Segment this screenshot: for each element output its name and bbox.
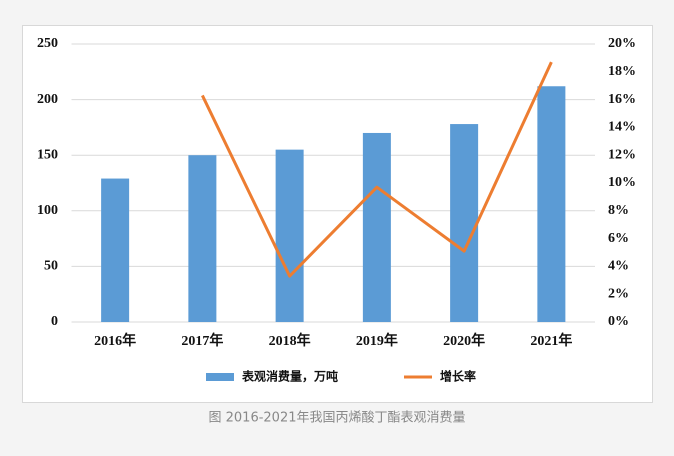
y2-tick-label: 10% (608, 175, 636, 190)
y2-tick-label: 6% (608, 231, 629, 246)
caption: 图 2016-2021年我国丙烯酸丁酯表观消费量 (209, 411, 466, 426)
y2-tick-label: 0% (608, 314, 629, 329)
y-tick-label: 250 (37, 36, 58, 51)
bar (362, 132, 391, 322)
bar (188, 155, 217, 322)
y2-tick-label: 20% (608, 36, 636, 51)
y2-tick-label: 14% (608, 120, 636, 135)
x-tick-label: 2016年 (94, 332, 136, 349)
bar (101, 178, 130, 322)
bar (450, 124, 479, 323)
y2-tick-label: 4% (608, 259, 629, 274)
y2-tick-label: 12% (608, 147, 636, 162)
x-tick-label: 2020年 (443, 332, 485, 349)
line (201, 61, 553, 278)
legend-label: 增长率 (440, 369, 476, 384)
x-tick-label: 2017年 (181, 332, 223, 349)
y-tick-label: 200 (37, 92, 58, 107)
legend-swatch (206, 373, 234, 381)
y-tick-label: 100 (37, 203, 58, 218)
x-tick-label: 2019年 (356, 332, 398, 349)
legend-label: 表观消费量，万吨 (241, 369, 338, 384)
y-tick-label: 0 (51, 314, 58, 329)
x-tick-label: 2018年 (269, 332, 311, 349)
y2-tick-label: 2% (608, 286, 629, 301)
y2-tick-label: 8% (608, 203, 629, 218)
y2-tick-label: 18% (608, 64, 636, 79)
x-tick-label: 2021年 (530, 332, 572, 349)
bar (537, 86, 566, 322)
y2-tick-label: 16% (608, 92, 636, 107)
bar (275, 149, 304, 322)
y-tick-label: 50 (44, 259, 58, 274)
y-tick-label: 150 (37, 147, 58, 162)
